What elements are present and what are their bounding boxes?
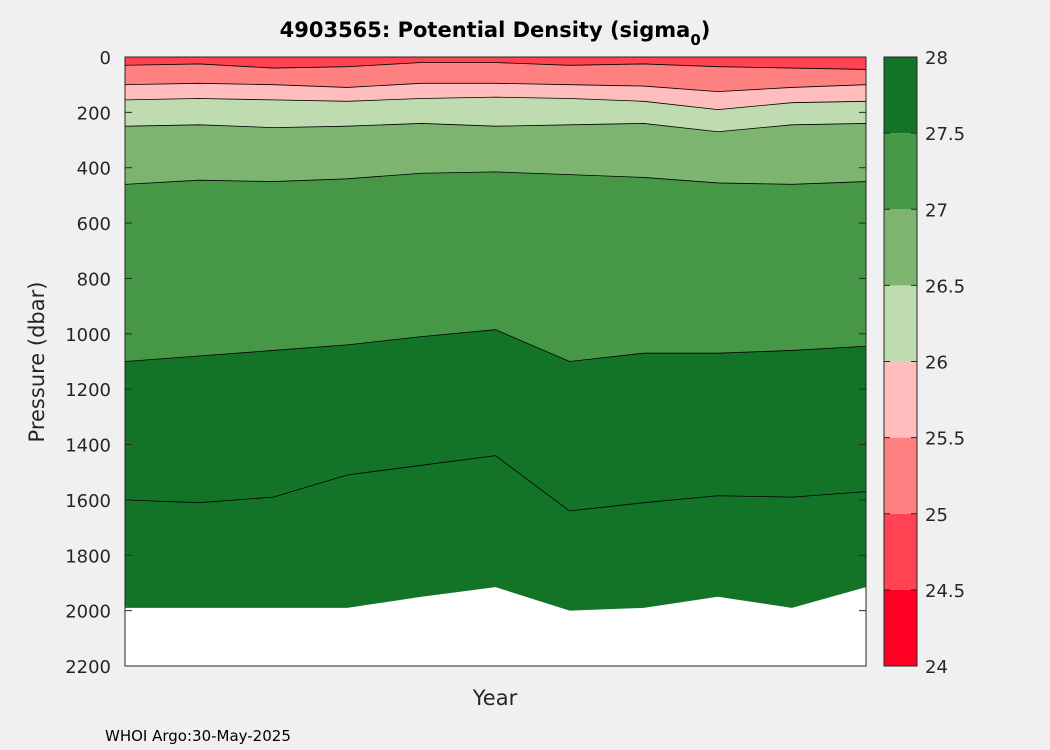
density-band-2: [125, 83, 866, 110]
y-tick-label: 1800: [65, 546, 111, 567]
colorbar-block: [884, 437, 917, 514]
y-tick-label: 1200: [65, 380, 111, 401]
colorbar-tick-label: 27.5: [925, 124, 965, 145]
colorbar-block: [884, 285, 917, 362]
chart-title: 4903565: Potential Density (sigma0): [280, 18, 711, 49]
contour-line-2: [124, 96, 867, 110]
colorbar-block: [884, 209, 917, 286]
contour-line-3: [124, 123, 867, 133]
colorbar-block: [884, 57, 917, 134]
density-band-7: [125, 455, 866, 611]
density-band-4: [125, 123, 866, 185]
contour-line-4: [124, 171, 867, 185]
y-tick-label: 800: [77, 269, 111, 290]
contour-line-6: [124, 455, 867, 512]
colorbar-block: [884, 361, 917, 438]
colorbar-tick-label: 28: [925, 48, 948, 69]
colorbar-tick-label: 24: [925, 657, 948, 678]
y-tick-label: 1000: [65, 325, 111, 346]
y-tick-label: 1600: [65, 491, 111, 512]
density-band-6: [125, 329, 866, 511]
colorbar-block: [884, 513, 917, 590]
colorbar-tick-label: 26.5: [925, 276, 965, 297]
y-tick-label: 2200: [65, 657, 111, 678]
contour-line-5: [124, 329, 867, 362]
colorbar-tick-label: 27: [925, 200, 948, 221]
colorbar: 28 27.5 27 26.5 26 25.5 25 24.5 24: [883, 48, 965, 678]
y-tick-label: 0: [100, 48, 111, 69]
footer-text: WHOI Argo:30-May-2025: [105, 727, 291, 745]
plot-area: 0 200 400 600 800 1000 1200 1400 1600 1800 2000 220…: [65, 48, 867, 678]
plot-frame: [124, 56, 867, 667]
density-band-0: [125, 57, 866, 70]
y-axis-ticks: 0 200 400 600 800 1000 1200 1400 1600 1800 2000 220…: [65, 48, 866, 678]
y-tick-label: 1400: [65, 436, 111, 457]
colorbar-block: [884, 589, 917, 666]
density-band-5: [125, 171, 866, 362]
y-tick-label: 200: [77, 103, 111, 124]
density-band-1: [125, 62, 866, 92]
contour-lines: [124, 62, 867, 512]
colorbar-block: [884, 133, 917, 210]
colorbar-tick-label: 25.5: [925, 429, 965, 450]
contour-line-1: [124, 82, 867, 93]
colorbar-ticks: 28 27.5 27 26.5 26 25.5 25 24.5 24: [884, 48, 965, 678]
density-bands: [125, 57, 866, 611]
colorbar-tick-label: 25: [925, 505, 948, 526]
colorbar-tick-label: 24.5: [925, 581, 965, 602]
y-tick-label: 400: [77, 159, 111, 180]
colorbar-tick-label: 26: [925, 353, 948, 374]
y-tick-label: 600: [77, 214, 111, 235]
x-axis-label: Year: [472, 686, 518, 710]
y-axis-label: Pressure (dbar): [25, 282, 49, 443]
contour-line-0: [124, 62, 867, 70]
colorbar-blocks: [884, 57, 917, 666]
y-tick-label: 2000: [65, 602, 111, 623]
